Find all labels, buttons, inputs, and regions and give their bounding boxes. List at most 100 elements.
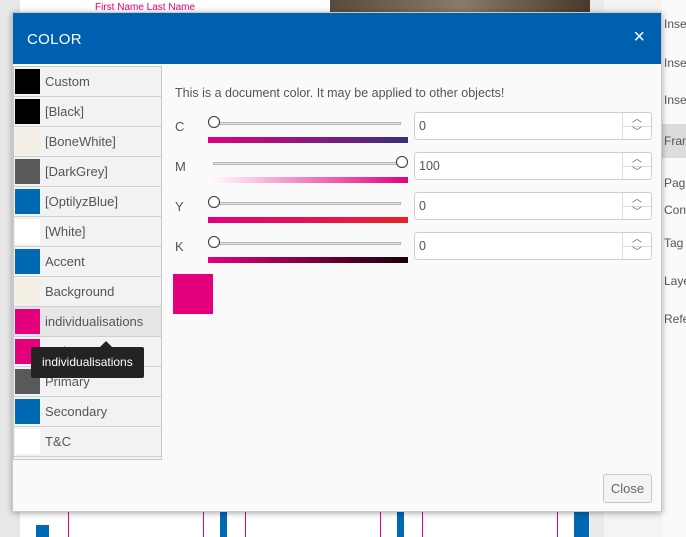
background-guide-line (203, 512, 204, 537)
chevron-up-icon[interactable]: ︿ (623, 233, 651, 247)
channel-row-y: Y 0 ︿ ﹀ (175, 192, 652, 228)
channel-gradient (208, 217, 408, 223)
color-label: individualisations (45, 314, 144, 329)
background-bar (220, 512, 227, 537)
channel-row-m: M 100 ︿ ﹀ (175, 152, 652, 188)
chevron-down-icon[interactable]: ﹀ (632, 207, 642, 218)
color-preview (173, 274, 213, 314)
channel-row-c: C 0 ︿ ﹀ (175, 112, 652, 148)
color-label: T&C (45, 434, 71, 449)
channel-value-input[interactable]: 0 ︿ ﹀ (414, 232, 652, 260)
channel-slider[interactable] (213, 162, 401, 165)
color-swatch (15, 219, 40, 244)
color-list-item[interactable]: [OptilyzBlue] (14, 187, 161, 217)
tooltip-arrow (100, 341, 112, 347)
channel-value-input[interactable]: 100 ︿ ﹀ (414, 152, 652, 180)
spinner: ︿ ﹀ (622, 233, 651, 259)
background-panel-item: Inse (664, 17, 686, 31)
color-list-item[interactable]: Custom (14, 67, 161, 97)
color-swatch (15, 279, 40, 304)
color-list-item[interactable]: Accent (14, 247, 161, 277)
background-guide-line (68, 512, 69, 537)
channel-value: 100 (419, 159, 440, 173)
background-bar (397, 512, 404, 537)
color-dialog: COLOR × Custom [Black] [BoneWhite] [DarkGre… (12, 12, 662, 512)
close-icon[interactable]: × (633, 26, 645, 48)
background-panel-item: Tag (664, 236, 684, 250)
color-list-item[interactable]: [White] (14, 217, 161, 247)
channel-value-input[interactable]: 0 ︿ ﹀ (414, 192, 652, 220)
color-list-item[interactable]: individualisations (14, 307, 161, 337)
dialog-title: COLOR (27, 31, 82, 48)
color-swatch (15, 129, 40, 154)
background-guide-line (422, 512, 423, 537)
tooltip-text: individualisations (42, 355, 133, 369)
background-photo (330, 0, 590, 12)
channel-gradient (208, 257, 408, 263)
color-list-item[interactable]: T&C (14, 427, 161, 457)
background-panel-item: Con (664, 203, 686, 217)
color-swatch (15, 159, 40, 184)
channel-gradient (208, 177, 408, 183)
background-panel-item: Inse (664, 93, 686, 107)
color-label: [BoneWhite] (45, 134, 116, 149)
channel-slider[interactable] (213, 242, 401, 245)
chevron-up-icon[interactable]: ︿ (623, 193, 651, 207)
close-button[interactable]: Close (603, 474, 652, 503)
slider-thumb[interactable] (208, 116, 220, 128)
color-label: Custom (45, 74, 90, 89)
chevron-down-icon[interactable]: ﹀ (632, 127, 642, 138)
background-panel-item: Inse (664, 56, 686, 70)
channel-slider[interactable] (213, 202, 401, 205)
background-guide-line (557, 512, 558, 537)
background-right-strip (662, 0, 686, 537)
dialog-header: COLOR × (13, 13, 661, 64)
chevron-down-icon[interactable]: ﹀ (632, 247, 642, 258)
color-swatch (15, 309, 40, 334)
background-guide-line (245, 512, 246, 537)
channel-label: C (175, 119, 185, 134)
chevron-down-icon[interactable]: ﹀ (632, 167, 642, 178)
info-text: This is a document color. It may be appl… (175, 86, 505, 100)
color-label: Background (45, 284, 115, 299)
color-swatch (15, 429, 40, 454)
chevron-up-icon[interactable]: ︿ (623, 113, 651, 127)
channel-slider[interactable] (213, 122, 401, 125)
color-swatch (15, 249, 40, 274)
background-guide-line (380, 512, 381, 537)
color-label: [DarkGrey] (45, 164, 108, 179)
spinner: ︿ ﹀ (622, 193, 651, 219)
slider-thumb[interactable] (208, 196, 220, 208)
channel-label: K (175, 239, 184, 254)
color-label: Accent (45, 254, 85, 269)
color-list-item[interactable]: [Black] (14, 97, 161, 127)
color-list-item[interactable]: [BoneWhite] (14, 127, 161, 157)
color-list-item[interactable]: [DarkGrey] (14, 157, 161, 187)
color-swatch (15, 69, 40, 94)
background-panel-item: Refe (664, 312, 686, 326)
color-list: Custom [Black] [BoneWhite] [DarkGrey] [Optil… (13, 66, 162, 460)
chevron-up-icon[interactable]: ︿ (623, 153, 651, 167)
background-frame-header (662, 124, 686, 158)
channel-value: 0 (419, 199, 426, 213)
color-list-item[interactable]: Background (14, 277, 161, 307)
channel-row-k: K 0 ︿ ﹀ (175, 232, 652, 268)
color-label: [OptilyzBlue] (45, 194, 118, 209)
spinner: ︿ ﹀ (622, 113, 651, 139)
color-label: [Black] (45, 104, 85, 119)
color-list-item[interactable]: Secondary (14, 397, 161, 427)
background-header-text: First Name Last Name (95, 2, 196, 13)
background-bar (574, 512, 589, 537)
background-panel-item: Pag (664, 176, 686, 190)
slider-thumb[interactable] (396, 156, 408, 168)
slider-thumb[interactable] (208, 236, 220, 248)
channel-label: M (175, 159, 186, 174)
color-label: Secondary (45, 404, 108, 419)
background-panel-item: Laye (664, 274, 686, 288)
spinner: ︿ ﹀ (622, 153, 651, 179)
color-label: [White] (45, 224, 86, 239)
channel-value: 0 (419, 119, 426, 133)
channel-value: 0 (419, 239, 426, 253)
channel-value-input[interactable]: 0 ︿ ﹀ (414, 112, 652, 140)
color-swatch (15, 189, 40, 214)
